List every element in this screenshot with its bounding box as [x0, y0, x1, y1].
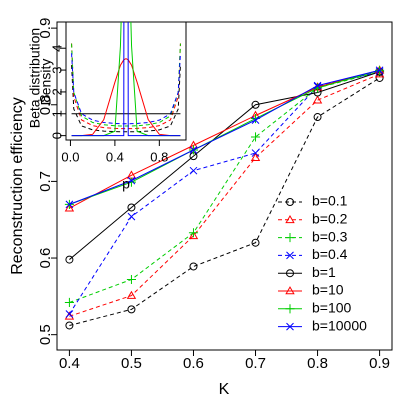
- point: [126, 274, 136, 285]
- y-tick-label: 3: [49, 66, 64, 73]
- series-line: [71, 43, 181, 130]
- legend-label: b=0.2: [312, 211, 348, 227]
- point: [188, 230, 199, 240]
- legend-label: b=0.4: [312, 246, 348, 262]
- point: [312, 95, 323, 104]
- series-line: [71, 53, 181, 125]
- point: [286, 251, 294, 260]
- series-line: [71, 58, 181, 137]
- point: [188, 228, 199, 238]
- plot-area: [71, 22, 181, 137]
- legend-label: b=10: [312, 282, 344, 298]
- legend-label: b=0.3: [312, 228, 348, 244]
- point: [286, 269, 294, 278]
- x-tick-label: 0.8: [150, 149, 168, 164]
- x-tick-label: 0.4: [106, 149, 124, 164]
- point: [286, 198, 294, 206]
- legend-label: b=10000: [312, 317, 367, 333]
- point: [251, 116, 260, 124]
- point: [251, 238, 260, 247]
- y-tick-label: 0.9: [37, 18, 54, 39]
- point: [65, 321, 74, 330]
- point: [285, 214, 295, 224]
- x-tick-label: 0.8: [307, 355, 328, 372]
- x-tick-label: 0.9: [369, 355, 390, 372]
- point: [127, 305, 136, 314]
- x-axis-label: K: [219, 381, 230, 398]
- legend-label: b=100: [312, 300, 352, 316]
- point: [375, 66, 384, 75]
- point: [286, 322, 294, 331]
- point: [189, 166, 198, 175]
- point: [64, 203, 75, 212]
- y-tick-label: 0.6: [37, 248, 54, 269]
- point: [65, 255, 74, 264]
- point: [285, 286, 295, 295]
- point: [126, 290, 137, 299]
- y-tick-label: 2: [49, 88, 64, 95]
- y-tick-label: 0.7: [37, 171, 54, 192]
- inset-y-label: Density: [38, 59, 54, 106]
- point: [189, 146, 198, 154]
- x-tick-label: 0.4: [59, 355, 80, 372]
- y-tick-label: 0.8: [37, 94, 54, 115]
- legend-label: b=1: [312, 264, 336, 280]
- x-tick-label: 0.5: [121, 355, 142, 372]
- point: [251, 149, 260, 157]
- point: [285, 233, 295, 243]
- y-tick-label: 0: [49, 132, 64, 139]
- series-line: [71, 22, 181, 137]
- point: [250, 152, 261, 161]
- point: [65, 310, 74, 318]
- series-line: [71, 65, 181, 133]
- point: [189, 262, 198, 271]
- point: [250, 132, 261, 142]
- inset-x-label: p: [122, 176, 130, 192]
- point: [313, 83, 323, 93]
- point: [65, 200, 74, 209]
- legend-label: b=0.1: [312, 193, 348, 209]
- point: [313, 113, 322, 122]
- point: [285, 304, 295, 314]
- y-axis-label: Reconstruction efficiency: [9, 97, 26, 275]
- inset-title: Beta distribution: [27, 28, 43, 128]
- point: [313, 81, 322, 90]
- x-tick-label: 0.6: [183, 355, 204, 372]
- point: [127, 212, 136, 221]
- series-line: [71, 22, 181, 137]
- point: [127, 176, 136, 185]
- point: [127, 203, 136, 212]
- series-line: [69, 77, 380, 326]
- x-tick-label: 0.0: [61, 149, 79, 164]
- point: [251, 100, 260, 109]
- x-tick-label: 0.7: [245, 355, 266, 372]
- y-tick-label: 0.5: [37, 324, 54, 345]
- series-line: [69, 69, 380, 209]
- point: [64, 297, 74, 308]
- plot-frame: [56, 21, 393, 351]
- plot-frame: [65, 21, 187, 141]
- y-tick-label: 4: [49, 45, 64, 52]
- series-line: [69, 69, 380, 205]
- series-line: [69, 69, 380, 205]
- y-tick-label: 1: [49, 110, 64, 117]
- series-line: [71, 43, 181, 127]
